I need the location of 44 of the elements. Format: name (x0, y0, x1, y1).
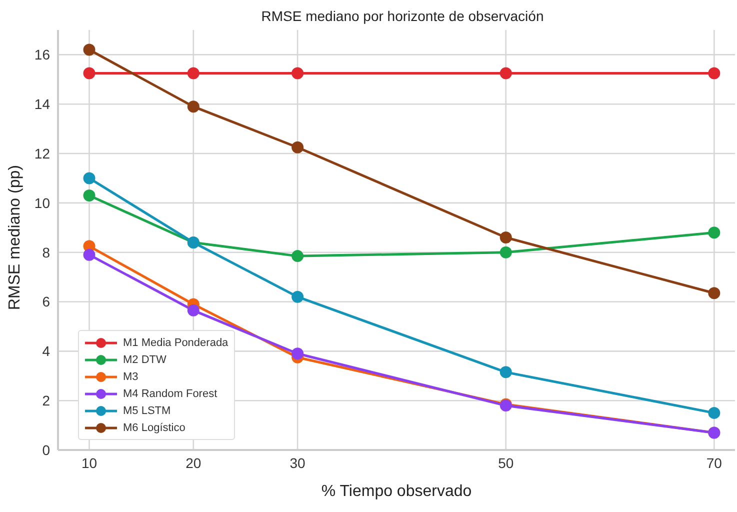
chart-title: RMSE mediano por horizonte de observación (260, 8, 545, 26)
x-tick-label: 20 (186, 454, 202, 471)
y-tick-label: 0 (42, 442, 50, 458)
point (500, 246, 512, 258)
legend-label: M5 LSTM (122, 404, 172, 418)
y-tick-label: 6 (42, 294, 50, 310)
point (187, 67, 200, 80)
y-axis-title: RMSE mediano (pp) (6, 165, 24, 310)
point (187, 304, 200, 316)
y-tick-label: 14 (34, 96, 50, 112)
point (83, 44, 96, 56)
point (708, 287, 720, 300)
y-tick-label: 8 (42, 244, 50, 260)
point (292, 348, 304, 360)
x-tick-label: 70 (706, 454, 722, 471)
point (83, 190, 96, 202)
legend-label: M6 Logístico (122, 420, 186, 436)
point (83, 248, 96, 261)
point (500, 232, 512, 244)
y-tick-label: 2 (42, 392, 50, 409)
legend-label: M3 (122, 370, 140, 384)
point (292, 250, 304, 262)
point (708, 67, 720, 80)
x-tick-label: 50 (498, 454, 514, 471)
point (292, 141, 304, 154)
point (500, 366, 512, 378)
point (187, 100, 200, 113)
y-tick-label: 4 (42, 343, 50, 360)
x-tick-label: 30 (290, 454, 306, 471)
legend-label: M2 DTW (122, 352, 168, 368)
point (292, 290, 304, 303)
point (500, 67, 512, 80)
legend-label: M4 Random Forest (122, 386, 218, 402)
point (708, 226, 720, 239)
y-tick-label: 12 (34, 146, 50, 162)
legend-label: M1 Media Ponderada (122, 336, 228, 350)
point (708, 406, 720, 419)
point (83, 172, 96, 184)
x-axis-title: % Tiempo observado (321, 483, 472, 500)
y-tick-label: 16 (34, 46, 50, 63)
y-tick-label: 10 (34, 194, 50, 211)
point (83, 67, 96, 80)
x-tick-label: 10 (81, 454, 98, 471)
point (292, 67, 304, 80)
